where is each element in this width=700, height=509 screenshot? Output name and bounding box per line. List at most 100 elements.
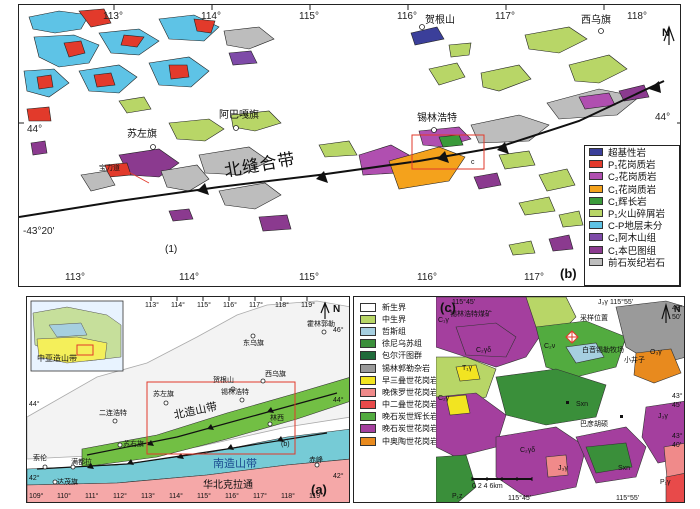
detail-map-c (436, 297, 684, 502)
place-abagaqi: 阿巴嘎旗 (219, 110, 259, 121)
c-unit-sxn-b: Sxn (618, 465, 631, 472)
legend-b-item-swatch (589, 245, 603, 254)
map-panel-b: 113° 114° 115° 116° 117° 118° 113° 114° … (18, 4, 681, 287)
c-unit-j3g-a: J₃γ (598, 299, 608, 306)
legend-c-item-swatch (360, 339, 376, 349)
a-place-huolinguole: 霍林郭勒 (307, 321, 335, 328)
legend-b: 超基性岩 P₁花岗质岩 C₂花岗质岩 C₁花岗质岩 C₁辉长岩 P₁火山碎屑岩 C-P地层未… (584, 145, 680, 286)
legend-b-item-swatch (589, 148, 603, 157)
tick-top-113: 113° (103, 11, 123, 22)
c-tick-bot-right: 115°55' (616, 495, 640, 502)
a-place-damaoqi: 达茂旗 (57, 479, 78, 486)
a-bot-112: 112° (113, 493, 127, 500)
legend-c-item-label: 中奥陶世花岗岩 (382, 436, 438, 446)
a-top-tick-117: 117° (249, 302, 263, 309)
panel-c-letter: (c) (440, 300, 456, 315)
a-lat-44-left: 44° (29, 401, 40, 408)
c-unit-c1g: C₁γ (438, 317, 449, 324)
c-unit-c2g: C₂γ (438, 395, 450, 402)
legend-b-item-swatch (589, 221, 603, 230)
map-panel-c: 新生界 中生界 哲斯组 徐尼乌苏组 包尔汗图群 锡林郭勒杂岩 早三叠世花岗岩 晚侏罗世花岗岩中… (353, 296, 685, 503)
legend-c-item-row: 锡林郭勒杂岩 (358, 362, 438, 374)
a-bot-115: 115° (197, 493, 211, 500)
tick-top-116: 116° (397, 11, 417, 22)
legend-c-item-row: 晚侏罗世花岗岩 (358, 386, 438, 398)
c-unit-p1g: P₁γ (660, 479, 671, 486)
c-lat-45: 45' (672, 402, 682, 409)
a-place-linxi: 林西 (270, 415, 284, 422)
a-place-suyouqi: 苏右旗 (123, 441, 144, 448)
a-place-mandula: 满都拉 (71, 459, 92, 466)
legend-b-item-label: P₁花岗质岩 (608, 160, 656, 172)
legend-c-item-swatch (360, 314, 376, 324)
a-lat-42-left: 42° (29, 475, 40, 482)
c-place-baerhushuo: 巴彦胡硕 (580, 421, 608, 428)
legend-c-item-label: 新生界 (382, 302, 406, 312)
legend-c-item-row: 包尔汗图群 (358, 350, 438, 362)
c-place-coal: 锡林浩特煤矿 (450, 311, 492, 318)
legend-c-item-row: 中奥陶世花岗岩 (358, 435, 438, 447)
a-bot-109: 109° (29, 493, 44, 500)
a-lat-44-right: 44° (333, 397, 344, 404)
legend-b-item-swatch (589, 160, 603, 169)
legend-c-item-label: 包尔汗图群 (382, 351, 422, 361)
legend-c-item-label: 晚石炭世花岗岩 (382, 424, 438, 434)
legend-c-item-swatch (360, 375, 376, 385)
legend-c: 新生界 中生界 哲斯组 徐尼乌苏组 包尔汗图群 锡林郭勒杂岩 早三叠世花岗岩 晚侏罗世花岗岩中… (358, 301, 438, 447)
c-place-sample: 采样位置 (580, 315, 608, 322)
c-study-box (411, 134, 485, 170)
legend-b-item-label: P₁火山碎屑岩 (608, 209, 666, 221)
legend-c-item-swatch (360, 424, 376, 434)
a-top-tick-118: 118° (275, 302, 289, 309)
legend-b-item-swatch (589, 233, 603, 242)
c-unit-sxn-a: Sxn (576, 401, 589, 408)
legend-c-item-swatch (360, 400, 376, 410)
tick-bottom-113: 113° (65, 272, 85, 283)
legend-c-item-label: 中生界 (382, 314, 406, 324)
panel-a-letter: (a) (311, 482, 327, 497)
legend-c-item-label: 晚侏罗世花岗岩 (382, 387, 438, 397)
a-top-tick-115: 115° (197, 302, 211, 309)
a-lat-42-right: 42° (333, 473, 344, 480)
a-bot-118: 118° (281, 493, 295, 500)
legend-b-item-row: C₁阿木山组 (585, 231, 679, 245)
a-bot-113: 113° (141, 493, 155, 500)
legend-c-item-swatch (360, 351, 376, 361)
c-unit-c2gd-b: C₂γδ (520, 447, 536, 454)
a-top-tick-116: 116° (223, 302, 237, 309)
c-scale-label: 0 2 4 6km (472, 483, 503, 490)
c-unit-j3g-c: J₃γ (558, 465, 568, 472)
c-unit-j3g-b: J₃γ (658, 413, 668, 420)
legend-c-item-row: 晚石炭世花岗岩 (358, 423, 438, 435)
b-study-box (146, 381, 296, 455)
a-place-hegenshan: 贺根山 (213, 377, 234, 384)
tick-top-114: 114° (201, 11, 221, 22)
north-china-craton (27, 458, 349, 502)
legend-b-item-label: C₁本巴图组 (608, 245, 657, 257)
legend-b-item-label: C₁阿木山组 (608, 233, 657, 245)
a-top-tick-113: 113° (145, 302, 159, 309)
craton-label: 华北克拉通 (203, 480, 253, 491)
place-xiwuqi: 西乌旗 (581, 15, 611, 26)
a-bot-116: 116° (225, 493, 239, 500)
a-place-dongwuqi: 东乌旗 (243, 340, 264, 347)
c-unit-o3g: O₃γ (650, 349, 662, 356)
a-bot-114: 114° (169, 493, 183, 500)
place-sunitezuoqi: 苏左旗 (127, 129, 157, 140)
c-lat-43-c: 43° (672, 433, 683, 440)
tick-bottom-115: 115° (299, 272, 319, 283)
legend-c-item-row: 中二叠世花岗岩 (358, 399, 438, 411)
legend-b-item-row: 超基性岩 (585, 146, 679, 160)
legend-c-item-row: 中生界 (358, 313, 438, 325)
tick-bottom-116: 116° (417, 272, 437, 283)
c-unit-c2v: C₂ν (544, 343, 556, 350)
panel-b-letter: (b) (560, 266, 577, 281)
c-unit-p1z: P₁z (452, 493, 463, 500)
legend-b-item-row: P₁火山碎屑岩 (585, 207, 679, 221)
legend-c-item-row: 新生界 (358, 301, 438, 313)
legend-b-item-row: C₁本巴图组 (585, 244, 679, 257)
c-place-baiyinxilin: 白音锡勒牧场 (582, 347, 624, 354)
legend-b-item-label: 超基性岩 (608, 148, 647, 160)
central-outcrops (80, 110, 358, 232)
geology-map-b (19, 5, 680, 256)
